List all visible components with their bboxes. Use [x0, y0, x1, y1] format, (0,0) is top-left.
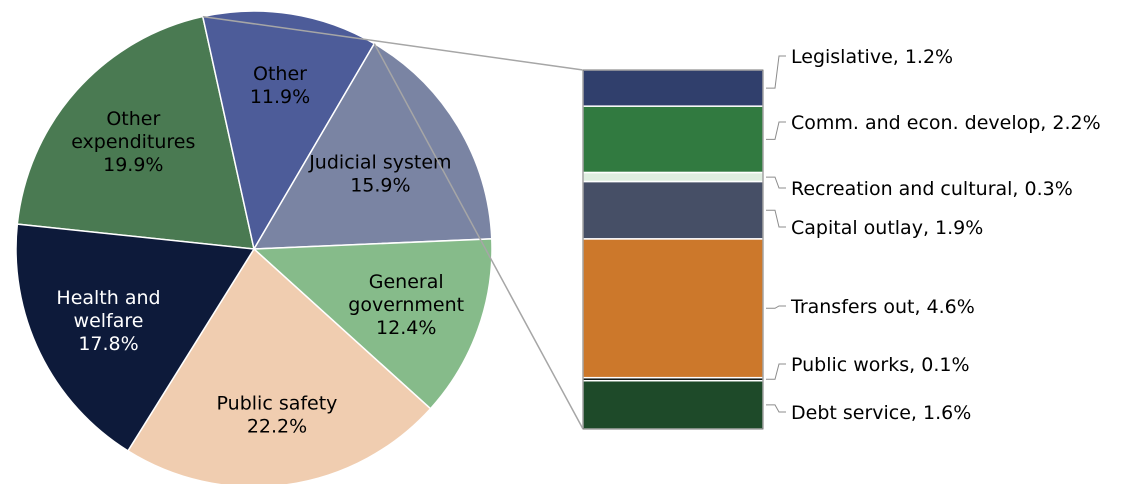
pie-slice-other	[201, 10, 376, 252]
leader-line-capital-outlay	[766, 209, 786, 228]
leader-line-public-works	[766, 363, 786, 380]
pie-label-health-and-welfare: Health and welfare 17.8%	[56, 287, 160, 355]
breakdown-labels: Legislative, 1.2% Comm. and econ. develop…	[766, 46, 1101, 424]
bar-segment-transfers-out	[582, 238, 764, 379]
leader-line-legislative	[766, 55, 786, 89]
pie-slice-judicial-system	[252, 42, 493, 250]
pie-label-other: Other 11.9%	[250, 63, 310, 108]
bar-label-legislative: Legislative, 1.2%	[791, 46, 953, 68]
leader-line-comm-and-econ-develop	[766, 121, 786, 140]
bar-label-comm-and-econ-develop: Comm. and econ. develop, 2.2%	[791, 112, 1101, 134]
bar-label-debt-service: Debt service, 1.6%	[791, 402, 971, 424]
bar-segment-debt-service	[582, 379, 764, 430]
pie-label-general-government: General government 12.4%	[348, 271, 464, 339]
pie-label-public-safety: Public safety 22.2%	[217, 393, 338, 438]
pie-label-judicial-system: Judicial system 15.9%	[308, 151, 451, 196]
bar-label-recreation-and-cultural: Recreation and cultural, 0.3%	[791, 178, 1073, 200]
bar-outline	[582, 69, 764, 430]
connector-top	[202, 15, 584, 71]
bar-segment-capital-outlay	[582, 180, 764, 240]
pie-chart: Other expenditures 19.9% Other 11.9% Judicial…	[15, 10, 493, 484]
bar-segment-legislative	[582, 69, 764, 107]
pie-slice-health-and-welfare	[15, 223, 256, 452]
bar-segment-comm-and-econ-develop	[582, 105, 764, 174]
leader-line-debt-service	[766, 404, 786, 413]
pie-slice-general-government	[252, 238, 493, 410]
pie-label-other-expenditures: Other expenditures 19.9%	[71, 108, 195, 176]
bar-label-public-works: Public works, 0.1%	[791, 354, 970, 376]
pie-to-bar-connectors	[202, 15, 584, 430]
leader-line-transfers-out	[766, 305, 786, 309]
bar-segment-recreation-and-cultural	[582, 171, 764, 183]
stacked-breakdown-bar	[582, 69, 764, 430]
leader-line-recreation-and-cultural	[766, 176, 786, 189]
bar-label-transfers-out: Transfers out, 4.6%	[790, 296, 975, 318]
pie-slice-public-safety	[126, 247, 432, 484]
connector-bottom	[373, 43, 584, 430]
bar-label-capital-outlay: Capital outlay, 1.9%	[791, 217, 983, 239]
pie-slice-other-expenditures	[16, 15, 255, 250]
